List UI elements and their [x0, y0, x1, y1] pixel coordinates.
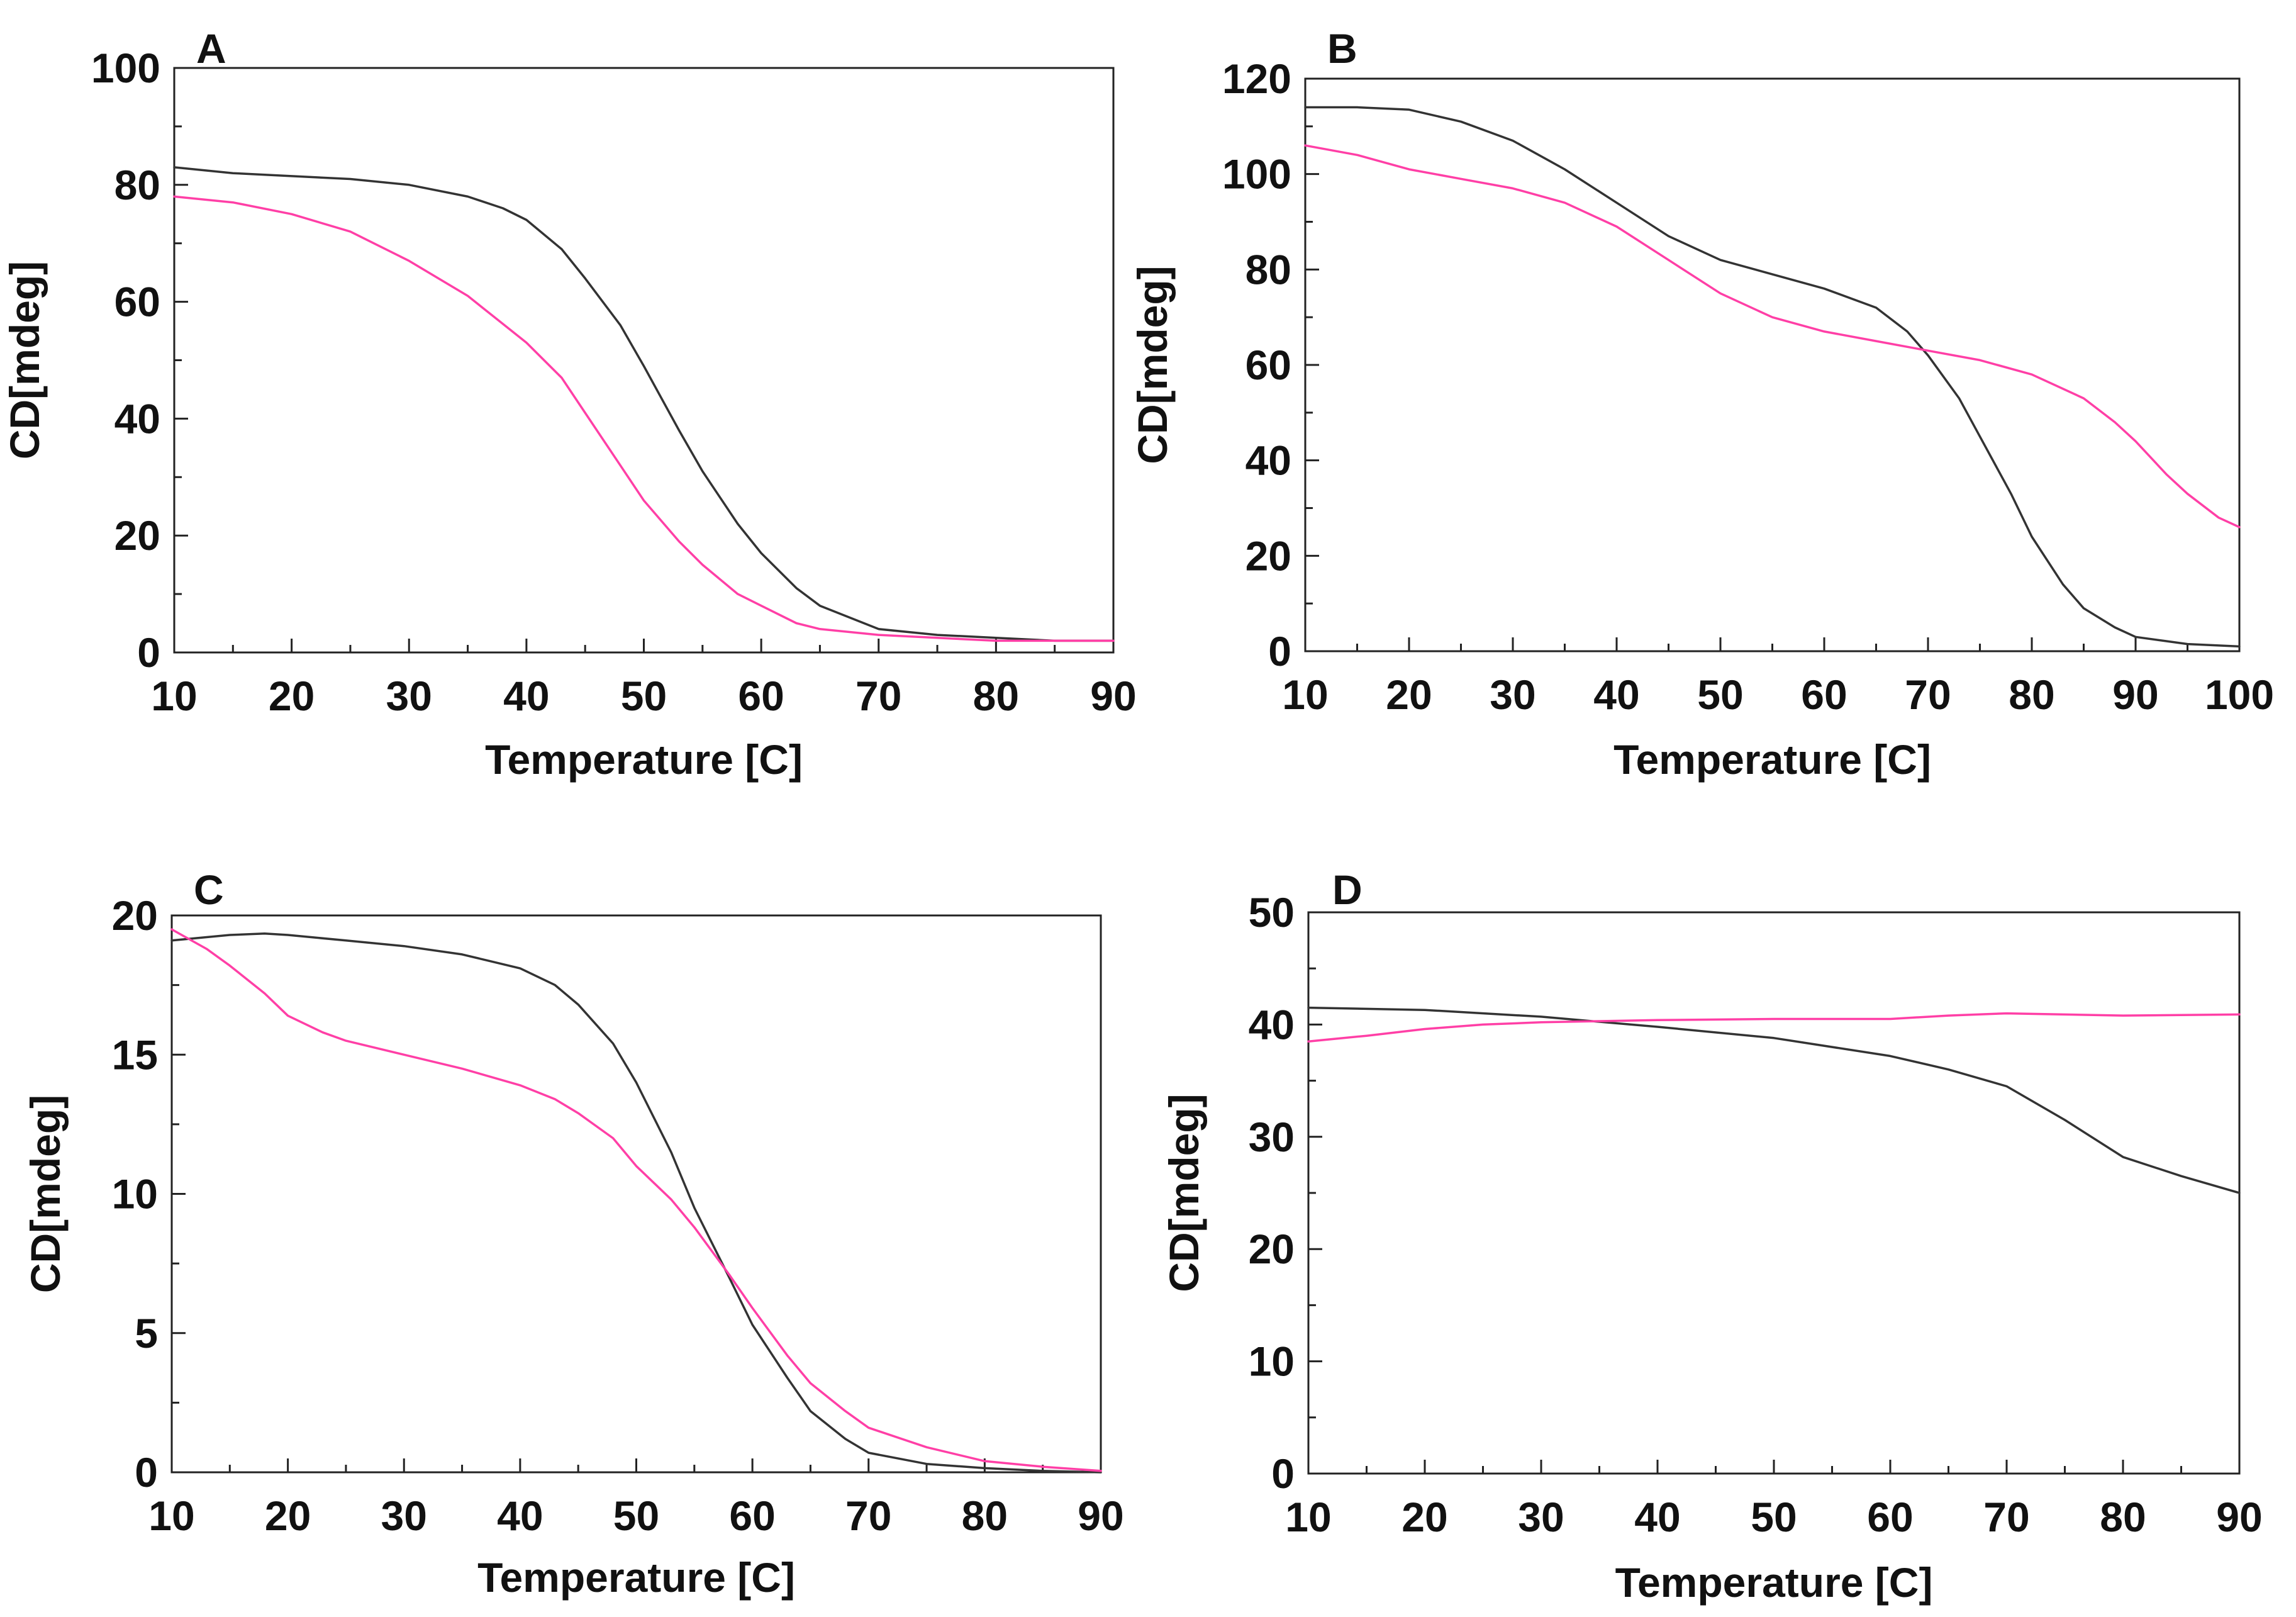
series-line-pink	[1307, 1012, 2241, 1043]
y-tick-label: 40	[1249, 1001, 1295, 1048]
x-tick-label: 60	[1801, 671, 1847, 718]
x-tick-label: 50	[1697, 671, 1743, 718]
x-tick-label: 50	[621, 673, 667, 719]
x-tick-label: 70	[855, 673, 901, 719]
y-tick-label: 10	[1249, 1338, 1295, 1385]
plot-frame	[173, 67, 1115, 654]
y-tick-label: 20	[1246, 532, 1291, 579]
y-tick-label: 20	[112, 892, 158, 939]
x-tick-label: 20	[269, 673, 315, 719]
y-tick-label: 100	[1222, 151, 1291, 198]
x-axis-label: Temperature [C]	[477, 1554, 795, 1601]
panel-b: 10 20 30 40 50 60 70 80 90 100 0 20 40 60 80 100 120 Temp…	[1129, 25, 2274, 783]
y-tick-label: 30	[1249, 1114, 1295, 1160]
x-tick-label: 70	[845, 1492, 891, 1539]
x-tick-label: 10	[151, 673, 197, 719]
y-tick-label: 80	[1246, 246, 1291, 293]
series-line-black	[173, 166, 1115, 642]
panel-label: A	[196, 25, 226, 72]
panel-label: C	[194, 866, 224, 913]
x-tick-label: 10	[1282, 671, 1328, 718]
x-tick-label: 40	[1593, 671, 1639, 718]
x-tick-label: 50	[1751, 1494, 1797, 1540]
x-tick-label: 20	[265, 1492, 311, 1539]
panel-c: 10 20 30 40 50 60 70 80 90 0 5 10 15 20 Temperature [C…	[22, 866, 1124, 1601]
x-tick-label: 40	[1634, 1494, 1680, 1540]
y-tick-label: 80	[114, 162, 160, 208]
series-line-pink	[173, 195, 1115, 642]
series-line-black	[170, 932, 1102, 1474]
x-tick-label: 90	[1078, 1492, 1123, 1539]
y-tick-label: 50	[1249, 889, 1295, 936]
plot-frame	[1307, 911, 2241, 1475]
x-tick-label: 40	[497, 1492, 543, 1539]
x-tick-label: 60	[738, 673, 784, 719]
x-tick-label: 30	[381, 1492, 427, 1539]
series-line-black	[1304, 106, 2241, 648]
y-axis-label: CD[mdeg]	[22, 1095, 69, 1293]
x-tick-label: 30	[1518, 1494, 1564, 1540]
x-axis-label: Temperature [C]	[1615, 1559, 1933, 1606]
plot-frame	[170, 914, 1102, 1474]
x-tick-label: 80	[973, 673, 1019, 719]
y-tick-label: 10	[112, 1171, 158, 1217]
panel-label: B	[1327, 25, 1357, 72]
x-tick-label: 40	[503, 673, 549, 719]
y-tick-label: 60	[114, 279, 160, 325]
x-tick-label: 80	[2009, 671, 2054, 718]
x-tick-label: 90	[2112, 671, 2158, 718]
y-axis-label: CD[mdeg]	[1, 261, 48, 459]
x-tick-label: 60	[1867, 1494, 1913, 1540]
y-axis-label: CD[mdeg]	[1129, 266, 1176, 464]
y-tick-label: 0	[1271, 1450, 1295, 1497]
panel-a: 10 20 30 40 50 60 70 80 90 0 20 40 60 80 100 Temperatur…	[1, 25, 1137, 783]
x-tick-label: 70	[1905, 671, 1951, 718]
x-tick-label: 100	[2205, 671, 2274, 718]
y-tick-label: 5	[135, 1310, 158, 1357]
x-axis-label: Temperature [C]	[1613, 736, 1931, 783]
x-tick-label: 60	[729, 1492, 775, 1539]
x-tick-label: 30	[386, 673, 432, 719]
x-tick-label: 70	[1983, 1494, 2029, 1540]
x-tick-label: 20	[1402, 1494, 1447, 1540]
y-tick-label: 40	[114, 395, 160, 442]
x-tick-label: 80	[962, 1492, 1008, 1539]
series-line-pink	[170, 928, 1102, 1472]
x-tick-label: 90	[1090, 673, 1136, 719]
y-tick-label: 0	[135, 1449, 158, 1496]
y-tick-label: 15	[112, 1031, 158, 1078]
y-tick-label: 40	[1246, 437, 1291, 484]
x-tick-label: 90	[2216, 1494, 2262, 1540]
x-tick-label: 80	[2100, 1494, 2146, 1540]
y-tick-label: 0	[137, 629, 160, 676]
y-tick-label: 20	[1249, 1226, 1295, 1272]
x-tick-label: 20	[1386, 671, 1432, 718]
x-tick-label: 30	[1490, 671, 1535, 718]
x-tick-label: 50	[613, 1492, 659, 1539]
panel-d: 10 20 30 40 50 60 70 80 9001020304050Temperature…	[1161, 866, 2263, 1606]
x-tick-label: 10	[148, 1492, 194, 1539]
panel-label: D	[1332, 866, 1363, 913]
y-tick-label: 20	[114, 512, 160, 559]
y-tick-label: 120	[1222, 55, 1291, 102]
x-axis-label: Temperature [C]	[485, 736, 803, 783]
y-axis-label: CD[mdeg]	[1161, 1094, 1207, 1292]
y-tick-label: 0	[1268, 628, 1291, 674]
y-tick-label: 60	[1246, 342, 1291, 388]
y-tick-label: 100	[91, 45, 160, 91]
series-line-black	[1307, 1006, 2241, 1194]
plot-frame	[1304, 77, 2241, 652]
x-tick-label: 10	[1285, 1494, 1331, 1540]
series-line-pink	[1304, 144, 2241, 529]
